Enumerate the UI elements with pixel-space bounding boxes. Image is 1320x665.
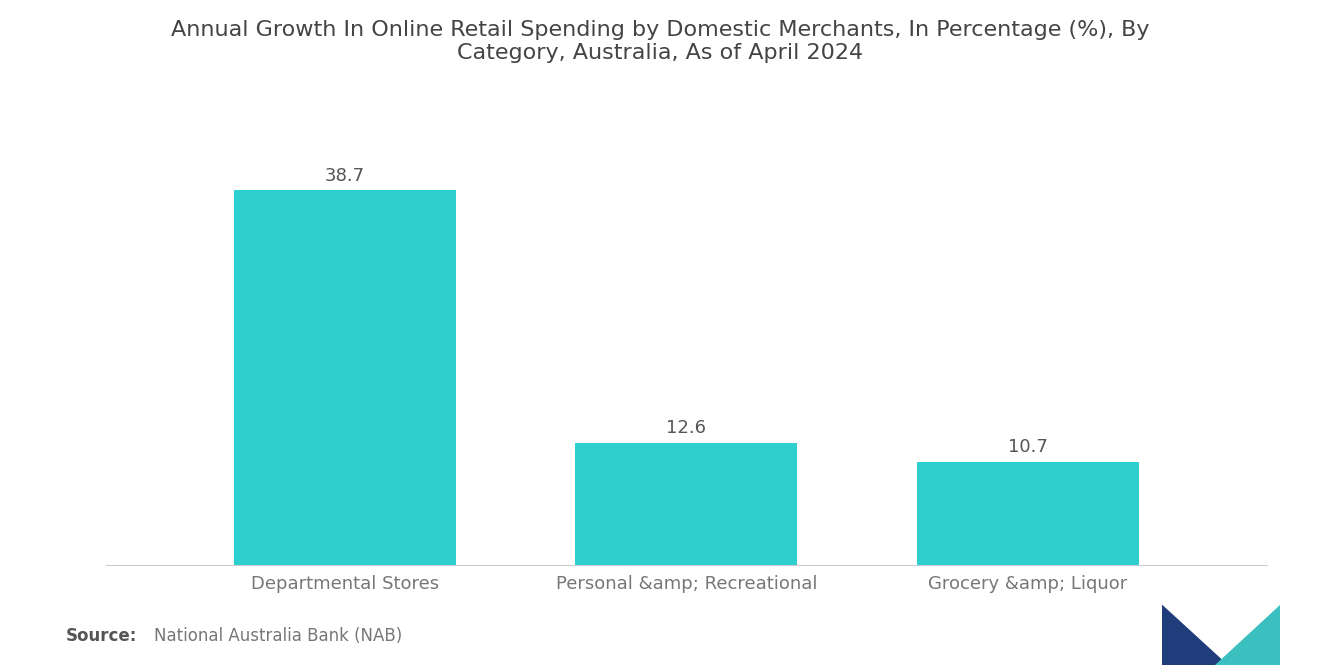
- Text: 12.6: 12.6: [667, 420, 706, 438]
- Text: 38.7: 38.7: [325, 167, 364, 185]
- Text: Annual Growth In Online Retail Spending by Domestic Merchants, In Percentage (%): Annual Growth In Online Retail Spending …: [170, 20, 1150, 63]
- Polygon shape: [1162, 605, 1226, 665]
- Bar: [917, 462, 1139, 565]
- Text: Source:: Source:: [66, 627, 137, 645]
- Text: National Australia Bank (NAB): National Australia Bank (NAB): [154, 627, 403, 645]
- Polygon shape: [1214, 605, 1280, 665]
- Text: 10.7: 10.7: [1008, 438, 1048, 456]
- Bar: [576, 443, 797, 565]
- Bar: [234, 190, 455, 565]
